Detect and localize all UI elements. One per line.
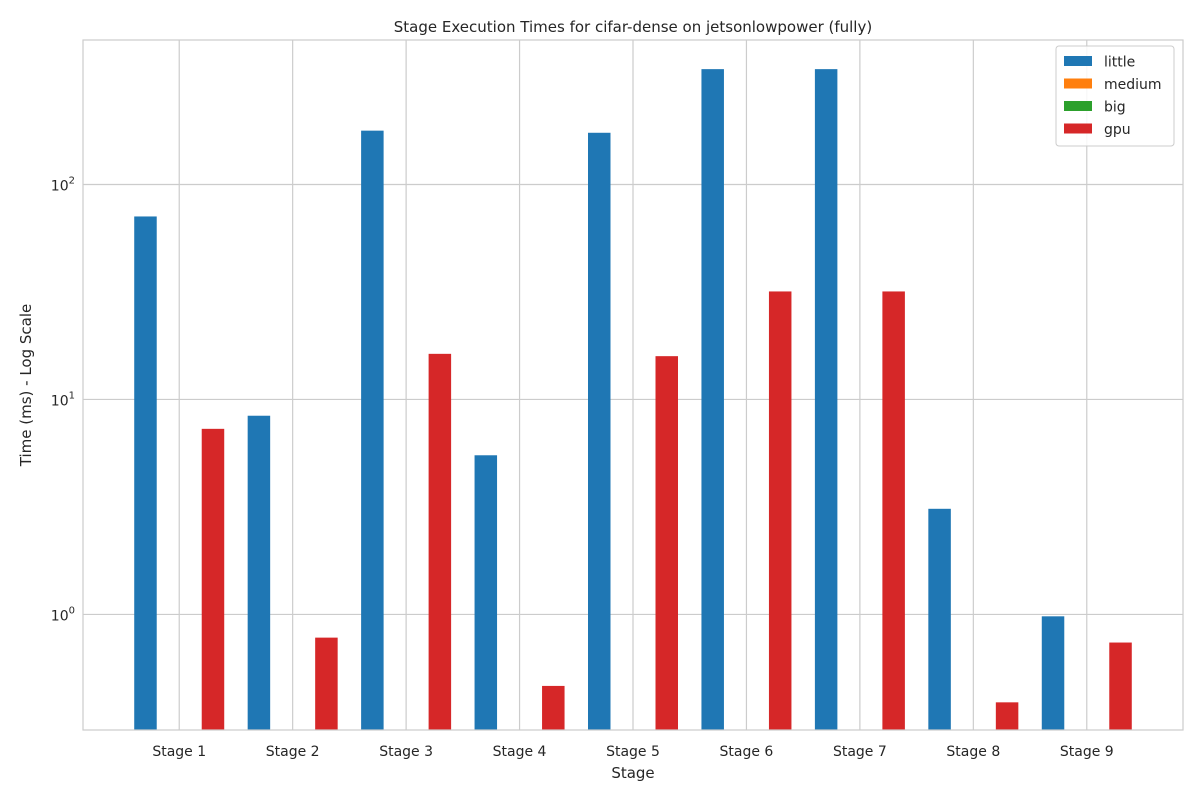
grid-lines	[83, 40, 1183, 730]
bar-gpu-3	[428, 353, 452, 730]
bar-gpu-2	[315, 637, 338, 730]
bar-gpu-6	[768, 291, 792, 730]
x-tick-label: Stage 9	[1060, 744, 1114, 760]
bar-gpu-7	[882, 291, 905, 730]
legend-item-medium: medium	[1064, 77, 1162, 93]
y-tick-base: 10	[51, 393, 69, 409]
bar-gpu-1	[201, 428, 225, 730]
y-tick-label: 100	[51, 605, 75, 624]
bar-gpu-4	[542, 685, 565, 730]
legend-label: gpu	[1104, 122, 1131, 138]
x-tick-labels: Stage 1 Stage 2 Stage 3 Stage 4 Stage 5 Stage…	[152, 744, 1113, 760]
x-axis-label: Stage	[611, 764, 654, 782]
bar-little-1	[134, 216, 157, 731]
x-tick-label: Stage 4	[493, 744, 547, 760]
legend-swatch	[1064, 123, 1092, 134]
bar-little-9	[1041, 616, 1065, 730]
x-tick-label: Stage 3	[379, 744, 433, 760]
legend-box	[1055, 45, 1175, 147]
bar-gpu-8	[995, 702, 1019, 730]
bar-little-5	[588, 132, 611, 730]
legend-swatch	[1064, 56, 1092, 66]
legend-swatch	[1064, 101, 1092, 111]
y-tick-base: 10	[51, 608, 69, 624]
bar-gpu-5	[655, 356, 678, 730]
y-tick-exponent: 2	[69, 175, 75, 186]
x-tick-label: Stage 8	[946, 744, 1000, 760]
y-tick-exponent: 1	[69, 390, 75, 401]
y-axis-label: Time (ms) - Log Scale	[17, 304, 35, 467]
y-tick-label: 102	[51, 175, 75, 194]
legend-label: medium	[1104, 77, 1162, 93]
legend-item-big: big	[1064, 100, 1126, 116]
x-tick-label: Stage 7	[833, 744, 887, 760]
legend-swatch	[1064, 78, 1092, 89]
y-tick-base: 10	[51, 178, 69, 194]
bar-gpu-9	[1109, 642, 1132, 730]
legend-label: little	[1104, 55, 1135, 71]
plot-frame	[82, 39, 1184, 731]
legend-item-little: little	[1064, 55, 1135, 71]
bars	[134, 69, 1132, 731]
legend: little medium big gpu	[1055, 45, 1175, 147]
chart-title: Stage Execution Times for cifar-dense on…	[394, 18, 872, 36]
bar-little-8	[928, 508, 951, 730]
bar-little-4	[474, 455, 498, 730]
x-tick-label: Stage 2	[266, 744, 320, 760]
y-tick-label: 101	[51, 390, 75, 409]
bar-little-2	[247, 415, 271, 730]
x-tick-label: Stage 6	[720, 744, 774, 760]
x-tick-label: Stage 1	[152, 744, 206, 760]
legend-label: big	[1104, 100, 1126, 116]
x-tick-label: Stage 5	[606, 744, 660, 760]
bar-little-6	[701, 69, 724, 730]
legend-item-gpu: gpu	[1064, 122, 1131, 138]
bar-little-7	[814, 69, 838, 730]
bar-little-3	[361, 130, 384, 730]
y-tick-exponent: 0	[69, 605, 75, 616]
